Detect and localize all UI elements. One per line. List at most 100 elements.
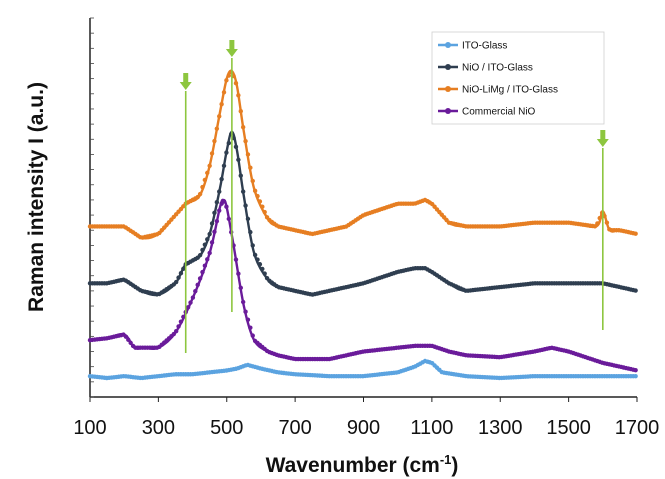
data-point: [238, 285, 243, 291]
data-point: [202, 263, 208, 268]
annotation-layer: [179, 40, 609, 353]
data-point: [250, 333, 255, 338]
data-point: [205, 170, 210, 176]
data-point: [633, 367, 638, 373]
data-point: [255, 193, 260, 199]
series-nio-ito-glass: [87, 130, 638, 297]
data-point: [633, 288, 638, 293]
data-point: [633, 231, 638, 236]
data-point: [243, 309, 248, 314]
down-arrow-icon: [179, 73, 192, 90]
data-point: [257, 199, 263, 204]
data-point: [604, 220, 610, 225]
data-point: [173, 329, 179, 334]
data-point: [212, 138, 217, 144]
data-point: [238, 109, 243, 114]
data-point: [209, 221, 215, 226]
data-point: [176, 275, 181, 280]
x-axis-title: Wavenumber (cm-1): [266, 452, 459, 477]
data-point: [250, 243, 255, 248]
data-point: [205, 257, 210, 262]
legend-item: NiO-LiMg / ITO-Glass: [438, 85, 558, 96]
data-point: [221, 163, 227, 169]
down-arrow-icon: [225, 40, 238, 57]
data-point: [633, 373, 638, 379]
data-point: [224, 204, 229, 209]
data-point: [240, 299, 246, 305]
peak-marker: [596, 130, 609, 330]
data-point: [214, 199, 220, 205]
legend-label: ITO-Glass: [462, 41, 507, 52]
series-nio-limg-ito-glass: [87, 69, 638, 240]
data-point: [250, 178, 255, 184]
data-point: [197, 253, 203, 258]
legend-label: NiO / ITO-Glass: [462, 63, 533, 74]
data-point: [217, 208, 222, 213]
data-point: [245, 152, 251, 157]
x-tick-label: 700: [278, 417, 311, 439]
data-point: [260, 204, 265, 209]
legend: ITO-Glass NiO / ITO-Glass NiO-LiMg / ITO-G…: [431, 31, 605, 125]
data-point: [255, 257, 260, 262]
data-point: [128, 340, 133, 346]
data-point: [224, 150, 229, 155]
data-point: [252, 188, 258, 194]
data-point: [238, 173, 243, 178]
y-axis-ticks: [90, 17, 94, 398]
data-point: [240, 189, 246, 194]
data-point: [205, 237, 210, 242]
data-point: [197, 191, 203, 197]
data-point: [226, 216, 231, 222]
legend-swatch-marker: [445, 64, 451, 70]
data-point: [190, 295, 196, 300]
data-point: [595, 221, 600, 226]
data-point: [212, 229, 217, 234]
y-axis-title: Raman intensity I (a.u.): [25, 82, 48, 312]
data-point: [214, 126, 220, 131]
x-tick-label: 100: [73, 417, 106, 439]
x-tick-label: 1100: [410, 417, 453, 439]
legend-item: ITO-Glass: [438, 41, 507, 52]
data-point: [248, 325, 253, 330]
x-tick-label: 900: [347, 417, 380, 439]
legend-box: [431, 31, 605, 125]
data-point: [176, 324, 181, 329]
series-layer: [87, 69, 638, 381]
data-point: [233, 144, 239, 150]
data-point: [200, 269, 205, 275]
data-point: [252, 252, 258, 258]
x-tick-label: 1500: [546, 417, 591, 439]
data-point: [193, 288, 198, 294]
peak-marker: [179, 73, 192, 353]
data-point: [262, 271, 267, 276]
peak-marker: [225, 40, 238, 312]
data-point: [243, 203, 248, 208]
data-point: [200, 247, 205, 253]
legend-item: NiO / ITO-Glass: [438, 63, 533, 74]
data-point: [592, 224, 598, 229]
x-tick-label: 1700: [615, 417, 660, 439]
x-tick-label: 300: [142, 417, 175, 439]
data-point: [197, 276, 203, 281]
data-point: [597, 215, 602, 221]
data-point: [195, 282, 200, 288]
data-point: [219, 176, 224, 182]
data-point: [221, 199, 227, 204]
data-point: [185, 305, 191, 310]
data-point: [245, 216, 251, 222]
data-point: [212, 210, 217, 216]
data-point: [260, 266, 265, 272]
data-point: [217, 189, 222, 194]
data-point: [262, 209, 267, 215]
data-point: [217, 114, 222, 119]
data-point: [257, 262, 263, 267]
data-point: [202, 242, 208, 247]
data-point: [207, 250, 212, 256]
legend-label: NiO-LiMg / ITO-Glass: [462, 85, 558, 96]
data-point: [248, 229, 253, 235]
data-point: [209, 151, 215, 156]
legend-swatch-marker: [445, 42, 451, 48]
data-point: [243, 138, 248, 144]
x-tick-label: 500: [210, 417, 243, 439]
data-point: [188, 300, 193, 305]
